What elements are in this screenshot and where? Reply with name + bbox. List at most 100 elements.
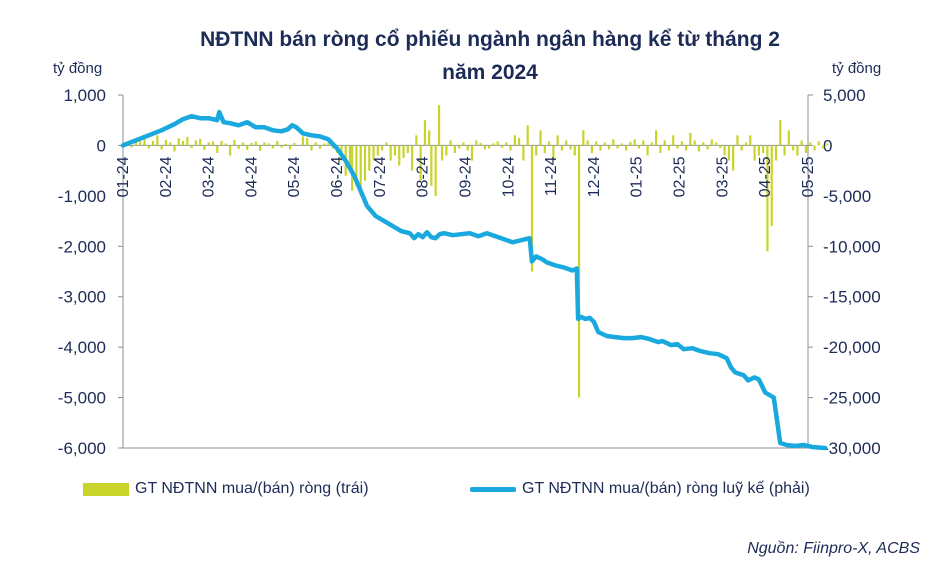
net-flow-bar xyxy=(186,136,189,146)
net-flow-bar xyxy=(288,145,292,150)
net-flow-bar xyxy=(650,142,653,146)
net-flow-bar xyxy=(483,145,486,150)
net-flow-bar xyxy=(796,145,799,156)
net-flow-bar xyxy=(445,145,448,156)
net-flow-bar xyxy=(368,145,371,171)
net-flow-bar xyxy=(684,145,688,151)
net-flow-bar xyxy=(667,145,671,151)
net-flow-bar xyxy=(216,145,219,153)
net-flow-bar xyxy=(458,145,461,149)
net-flow-bar xyxy=(462,142,465,146)
net-flow-bar xyxy=(552,145,555,161)
net-flow-bar xyxy=(590,145,593,153)
left-tick-label: -4,000 xyxy=(58,338,106,357)
net-flow-bar xyxy=(280,145,283,148)
net-flow-bar xyxy=(804,145,808,153)
legend-item-net-flow: GT NĐTNN mua/(bán) ròng (trái) xyxy=(83,480,369,498)
net-flow-bar xyxy=(693,140,696,146)
net-flow-bar xyxy=(535,145,538,156)
net-flow-bar xyxy=(428,130,431,146)
net-flow-bar xyxy=(434,145,437,196)
net-flow-bar xyxy=(727,145,730,161)
chart-title: NĐTNN bán ròng cổ phiếu ngành ngân hàng … xyxy=(200,28,780,51)
left-axis-unit: tỷ đồng xyxy=(53,60,103,77)
left-tick-label: -6,000 xyxy=(58,439,106,458)
net-flow-bar xyxy=(259,145,262,151)
net-flow-bar xyxy=(440,145,444,161)
source-note: Nguồn: Fiinpro-X, ACBS xyxy=(747,540,920,557)
x-tick-label: 11-24 xyxy=(543,156,560,196)
net-flow-bar xyxy=(505,142,508,146)
net-flow-bar xyxy=(271,145,275,149)
net-flow-bar xyxy=(254,141,257,146)
cumulative-line xyxy=(120,109,828,451)
net-flow-bar xyxy=(513,135,516,146)
net-flow-bar xyxy=(736,135,739,146)
net-flow-bar xyxy=(323,143,326,146)
net-flow-bar xyxy=(672,135,675,146)
net-flow-bar xyxy=(284,143,287,146)
legend-swatch-line xyxy=(470,486,516,492)
net-flow-bar xyxy=(389,145,392,161)
net-flow-bar xyxy=(496,141,499,146)
net-flow-bar xyxy=(348,145,352,166)
net-flow-bar xyxy=(500,145,504,148)
net-flow-bar xyxy=(173,145,176,152)
net-flow-bar xyxy=(625,145,628,151)
net-flow-bar xyxy=(744,142,748,146)
net-flow-bar xyxy=(770,145,773,227)
right-tick-label: -30,000 xyxy=(823,439,881,458)
net-flow-bar xyxy=(749,135,752,146)
net-flow-bar xyxy=(314,142,317,146)
net-flow-bar xyxy=(470,145,474,161)
net-flow-bar xyxy=(410,145,414,171)
net-flow-bar xyxy=(224,143,227,146)
net-flow-bar xyxy=(509,145,512,151)
left-tick-label: -2,000 xyxy=(58,237,106,256)
x-tick-label: 04-25 xyxy=(757,156,774,197)
legend-label-line: GT NĐTNN mua/(bán) ròng luỹ kế (phải) xyxy=(522,480,810,497)
x-tick-label: 12-24 xyxy=(586,156,603,197)
net-flow-bar xyxy=(723,145,726,156)
net-flow-bar xyxy=(680,141,683,146)
net-flow-bar xyxy=(241,142,245,146)
net-flow-bar xyxy=(301,136,305,146)
net-flow-bar xyxy=(199,138,202,146)
net-flow-bar xyxy=(151,140,155,146)
net-flow-bar xyxy=(522,145,525,161)
net-flow-bar xyxy=(774,145,778,161)
net-flow-bar xyxy=(453,145,456,153)
net-flow-bar xyxy=(762,145,765,153)
net-flow-bar xyxy=(740,145,743,151)
net-flow-bar xyxy=(130,145,133,148)
net-flow-bar xyxy=(207,142,210,146)
net-flow-bar xyxy=(706,145,709,150)
x-tick-label: 06-24 xyxy=(329,156,346,197)
net-flow-bar xyxy=(642,140,645,146)
x-tick-label: 05-24 xyxy=(286,156,303,197)
net-flow-bar xyxy=(250,142,253,146)
net-flow-bar xyxy=(539,130,542,146)
right-tick-label: -10,000 xyxy=(823,237,881,256)
net-flow-bar xyxy=(586,140,589,146)
x-tick-label: 02-25 xyxy=(672,156,689,197)
net-flow-bar xyxy=(237,145,240,149)
net-flow-bar xyxy=(607,145,611,150)
net-flow-bar xyxy=(633,139,636,146)
x-tick-label: 01-25 xyxy=(629,156,646,197)
net-flow-bar xyxy=(233,139,236,146)
x-tick-label: 07-24 xyxy=(372,156,389,197)
net-flow-bar xyxy=(560,145,564,151)
x-tick-label: 05-25 xyxy=(800,156,817,197)
x-tick-label: 08-24 xyxy=(415,156,432,197)
net-flow-bar xyxy=(385,142,388,146)
net-flow-bar xyxy=(177,138,180,146)
net-flow-bar xyxy=(569,145,572,150)
net-flow-bar xyxy=(156,135,159,146)
net-flow-bar xyxy=(676,145,679,149)
net-flow-bar xyxy=(327,141,330,146)
net-flow-bar xyxy=(415,135,418,146)
net-flow-bar xyxy=(719,145,722,148)
net-flow-bar xyxy=(246,145,249,150)
